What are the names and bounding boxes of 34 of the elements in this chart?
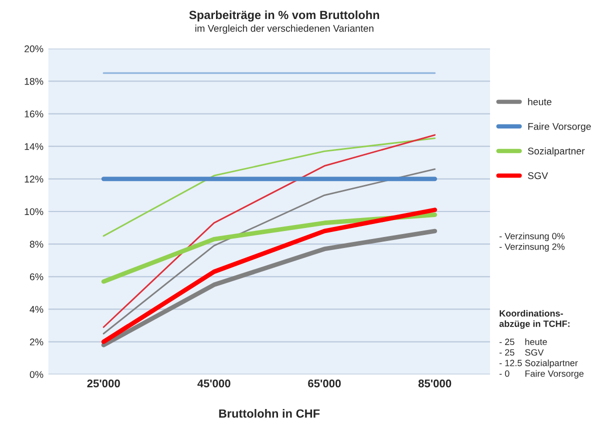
line-series [102,137,436,237]
y-tick-label: 16% [24,110,44,118]
line-series [102,134,436,328]
x-tick-label: 85'000 [418,380,452,388]
y-tick-label: 0% [30,371,44,378]
line-series [102,168,436,334]
x-tick-label: 45'000 [197,380,230,388]
text: Koordinations- abzüge in TCHF: [499,310,570,329]
y-tick-label: 8% [30,240,44,248]
chart-subtitle: im Vergleich der verschiedenen Varianten [195,24,374,34]
x-tick-label: 65'000 [308,380,341,388]
y-tick-label: 2% [30,338,44,346]
y-tick-label: 14% [24,143,44,150]
legend-label: Sozialpartner [528,147,585,156]
y-tick-label: 10% [24,208,44,216]
line-series [101,208,438,344]
text: - 0 Faire Vorsorge [500,370,584,379]
text: - Verzinsung 0% [500,232,565,242]
y-tick-label: 18% [24,78,44,85]
chart-title: Sparbeiträge in % vom Bruttolohn [189,10,380,22]
text: - 25 heute [500,338,547,346]
text: - 12.5 Sozialpartner [500,360,578,368]
y-tick-label: 6% [30,273,44,280]
x-tick-label: 25'000 [87,380,120,388]
y-tick-label: 20% [24,45,44,52]
line-series [101,228,438,348]
text: - Verzinsung 2% [500,243,565,252]
legend-label: Faire Vorsorge [528,122,591,132]
text: - 25 SGV [500,349,544,356]
y-tick-label: 4% [30,306,44,313]
legend-label: SGV [528,172,548,180]
x-axis-title: Bruttolohn in CHF [219,409,320,418]
y-tick-label: 12% [24,176,44,183]
legend-label: heute [528,98,552,106]
